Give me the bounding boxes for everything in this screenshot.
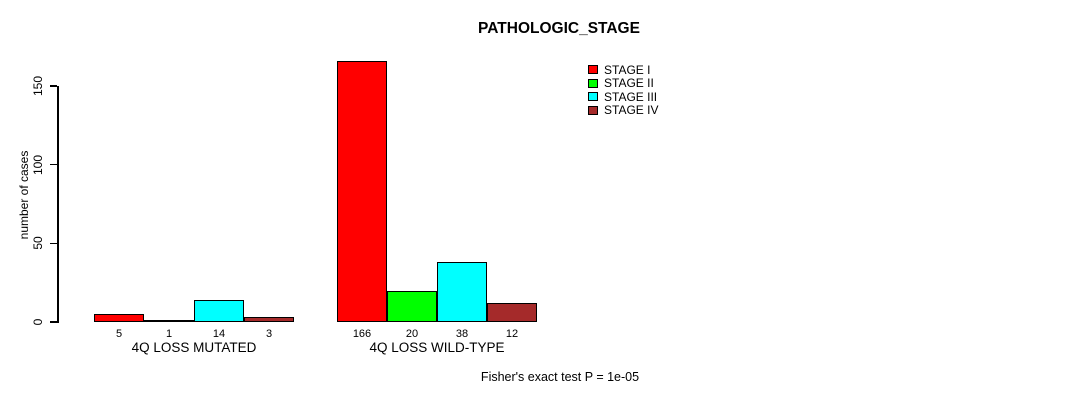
y-tick xyxy=(50,163,57,166)
y-tick-label: 150 xyxy=(31,76,45,97)
legend-color-swatch xyxy=(588,65,598,75)
bar-value-label: 3 xyxy=(265,328,273,340)
bar xyxy=(244,317,294,322)
chart-title: PATHOLOGIC_STAGE xyxy=(478,20,640,37)
legend-label: STAGE I xyxy=(604,62,651,77)
bar-value-label: 14 xyxy=(212,328,226,340)
bar-value-label: 5 xyxy=(115,328,123,340)
legend-color-swatch xyxy=(588,92,598,102)
legend-color-swatch xyxy=(588,105,598,115)
bar-value-label: 12 xyxy=(505,328,519,340)
legend-label: STAGE III xyxy=(604,89,658,104)
group-label: 4Q LOSS WILD-TYPE xyxy=(369,340,505,355)
bar-value-label: 20 xyxy=(405,328,419,340)
y-tick-label: 100 xyxy=(31,154,45,175)
bar xyxy=(144,320,194,323)
y-tick xyxy=(50,321,57,323)
legend-label: STAGE II xyxy=(604,76,654,91)
y-tick xyxy=(50,85,57,87)
bar xyxy=(387,290,437,322)
bar-value-label: 166 xyxy=(352,328,372,340)
legend-label: STAGE IV xyxy=(604,103,659,118)
bar xyxy=(487,303,537,322)
group-label: 4Q LOSS MUTATED xyxy=(131,340,257,355)
legend-item: STAGE III xyxy=(588,90,658,104)
y-axis-line xyxy=(57,86,59,323)
y-axis-label: number of cases xyxy=(17,150,31,240)
legend-color-swatch xyxy=(588,78,598,88)
legend-item: STAGE II xyxy=(588,76,658,91)
annotation-text: Fisher's exact test P = 1e-05 xyxy=(480,370,640,384)
bar xyxy=(94,314,144,322)
y-tick-label: 50 xyxy=(31,236,45,251)
y-tick xyxy=(50,242,57,245)
bar xyxy=(337,60,387,322)
bar-value-label: 38 xyxy=(455,328,469,340)
legend-item: STAGE IV xyxy=(588,103,659,118)
bar xyxy=(437,262,487,322)
y-tick-label: 0 xyxy=(31,318,45,326)
bar-value-label: 1 xyxy=(165,328,173,340)
legend-item: STAGE I xyxy=(588,63,658,77)
legend: STAGE I STAGE II STAGE III STAGE IV xyxy=(588,63,658,117)
bar xyxy=(194,299,244,322)
